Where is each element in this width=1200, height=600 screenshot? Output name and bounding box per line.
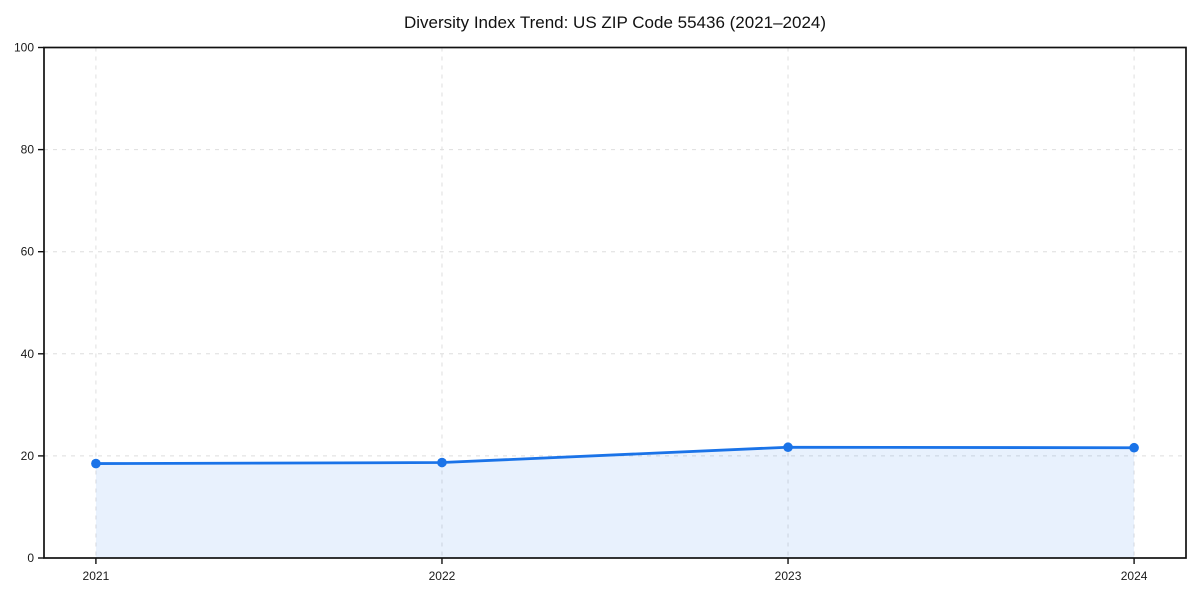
trend-line <box>94 445 1136 465</box>
y-tick-label: 100 <box>14 41 34 55</box>
data-point <box>91 458 101 469</box>
x-tick-label: 2021 <box>83 569 110 583</box>
x-tick-label: 2024 <box>1121 569 1148 583</box>
plot-frame <box>43 46 1187 559</box>
y-tick-label: 80 <box>21 143 35 157</box>
area-fill <box>95 447 1135 558</box>
x-tick-label: 2023 <box>775 569 802 583</box>
data-point <box>783 442 793 453</box>
data-point <box>437 457 447 468</box>
y-tick-label: 20 <box>21 449 35 463</box>
y-tick-label: 60 <box>21 245 35 259</box>
data-point <box>1129 442 1139 453</box>
x-tick-label: 2022 <box>429 569 456 583</box>
y-tick-label: 40 <box>21 347 35 361</box>
chart-title: Diversity Index Trend: US ZIP Code 55436… <box>403 13 827 32</box>
y-tick-label: 0 <box>27 551 34 565</box>
